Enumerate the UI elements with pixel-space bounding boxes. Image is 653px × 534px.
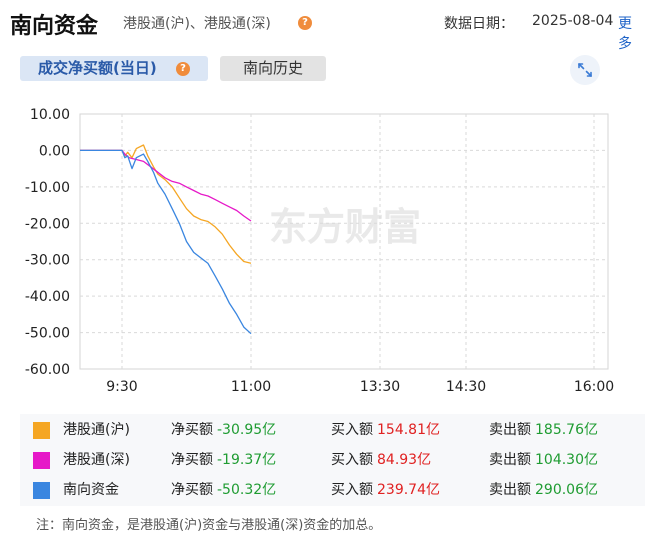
legend-swatch (33, 422, 50, 439)
legend-name: 南向资金 (63, 482, 119, 498)
legend-swatch (33, 452, 50, 469)
sell-value: 185.76亿 (535, 422, 598, 438)
footnote: 注：南向资金，是港股通(沪)资金与港股通(深)资金的加总。 (36, 518, 382, 533)
y-tick-label: -60.00 (25, 362, 70, 378)
buy-value: 84.93亿 (377, 452, 432, 468)
sell-label: 卖出额 (489, 422, 531, 438)
tab-label: 成交净买额(当日) (38, 59, 157, 77)
series-line-2 (80, 149, 252, 335)
question-circle-icon[interactable]: ? (298, 16, 312, 30)
more-link[interactable]: 更多 (618, 16, 632, 52)
buy-value: 154.81亿 (377, 422, 440, 438)
sell-value: 104.30亿 (535, 452, 598, 468)
expand-button[interactable] (570, 55, 600, 85)
date-value: 2025-08-04 (532, 13, 614, 29)
sell-value: 290.06亿 (535, 482, 598, 498)
plot-frame (79, 113, 609, 370)
net-buy-label: 净买额 (171, 482, 213, 498)
series-lines (80, 144, 252, 335)
y-tick-label: -20.00 (25, 216, 70, 232)
y-tick-label: 10.00 (30, 107, 70, 123)
y-tick-label: -30.00 (25, 253, 70, 269)
series-line-0 (80, 144, 252, 264)
net-buy-value: -30.95亿 (217, 422, 277, 438)
net-buy-label: 净买额 (171, 422, 213, 438)
legend-name: 港股通(深) (63, 452, 130, 468)
y-axis: 10.00 0.00 -10.00 -20.00 -30.00 -40.00 -50.00 -… (25, 107, 70, 378)
expand-arrows-icon (578, 63, 592, 77)
header: 南向资金 港股通(沪)、港股通(深) ? 数据日期： 2025-08-04 更多 (10, 4, 643, 52)
y-tick-label: -10.00 (25, 180, 70, 196)
y-tick-label: -40.00 (25, 289, 70, 305)
x-tick-label: 16:00 (574, 379, 614, 395)
buy-label: 买入额 (331, 422, 373, 438)
x-tick-label: 14:30 (446, 379, 486, 395)
series-line-1 (80, 149, 252, 222)
legend-swatch (33, 482, 50, 499)
legend-table: 港股通(沪) 净买额 -30.95亿 买入额 154.81亿 卖出额 185.7… (20, 414, 645, 506)
legend-row-sh: 港股通(沪) 净买额 -30.95亿 买入额 154.81亿 卖出额 185.7… (20, 415, 645, 445)
legend-row-total: 南向资金 净买额 -50.32亿 买入额 239.74亿 卖出额 290.06亿 (20, 475, 645, 505)
net-buy-value: -19.37亿 (217, 452, 277, 468)
net-buy-label: 净买额 (171, 452, 213, 468)
y-tick-label: 0.00 (39, 143, 70, 159)
net-buy-value: -50.32亿 (217, 482, 277, 498)
x-tick-label: 13:30 (360, 379, 400, 395)
tab-southbound-history[interactable]: 南向历史 (220, 56, 326, 81)
page-subtitle: 港股通(沪)、港股通(深) (123, 16, 271, 32)
buy-label: 买入额 (331, 482, 373, 498)
legend-row-sz: 港股通(深) 净买额 -19.37亿 买入额 84.93亿 卖出额 104.30… (20, 445, 645, 475)
sell-label: 卖出额 (489, 452, 531, 468)
page-title: 南向资金 (10, 14, 99, 39)
question-circle-icon[interactable]: ? (176, 62, 190, 76)
legend-name: 港股通(沪) (63, 422, 130, 438)
tab-net-buy-today[interactable]: 成交净买额(当日) ? (20, 56, 208, 81)
y-tick-label: -50.00 (25, 326, 70, 342)
x-tick-label: 9:30 (106, 379, 137, 395)
x-tick-label: 11:00 (231, 379, 271, 395)
watermark-text: 东方财富 (269, 205, 421, 249)
grid (79, 113, 609, 370)
buy-value: 239.74亿 (377, 482, 440, 498)
line-chart: 东方财富 10.00 0.00 -10.00 -20.00 -30.00 -40.00 -5… (25, 107, 614, 395)
buy-label: 买入额 (331, 452, 373, 468)
tab-label: 南向历史 (242, 59, 303, 77)
date-label: 数据日期： (444, 16, 514, 32)
x-axis: 9:30 11:00 13:30 14:30 16:00 (106, 379, 614, 395)
sell-label: 卖出额 (489, 482, 531, 498)
